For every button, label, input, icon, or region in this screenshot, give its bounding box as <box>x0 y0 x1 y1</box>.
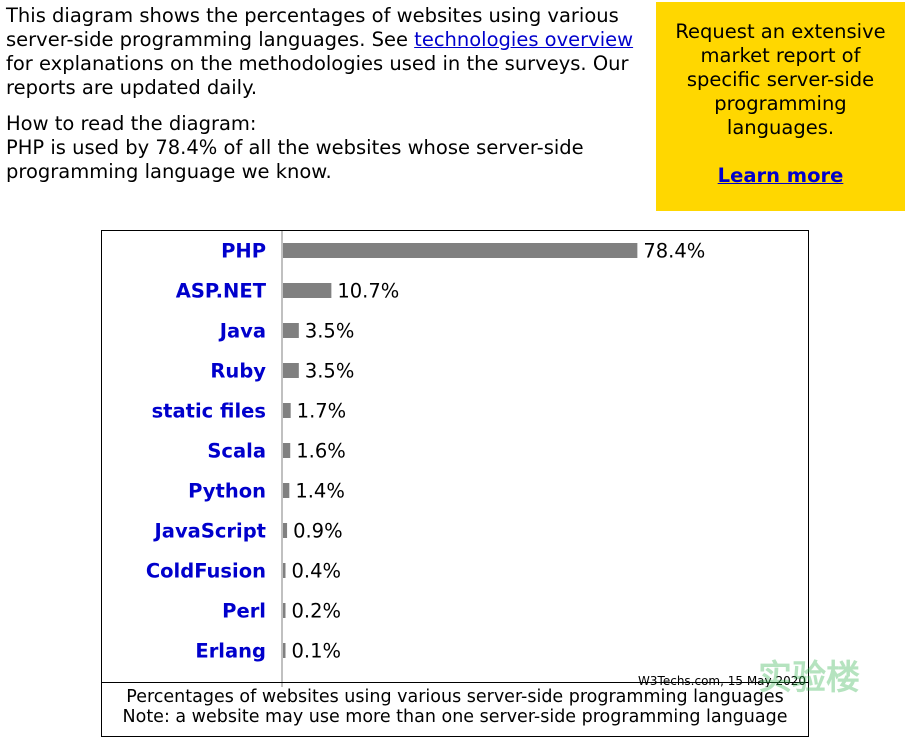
market-report-promo: Request an extensive market report of sp… <box>656 2 905 211</box>
technologies-overview-link[interactable]: technologies overview <box>414 28 634 51</box>
how-to-read-heading: How to read the diagram: <box>6 112 257 135</box>
bar <box>283 243 638 258</box>
bar <box>283 283 332 298</box>
how-to-read-paragraph: How to read the diagram: PHP is used by 7… <box>6 112 646 184</box>
category-label[interactable]: Java <box>218 320 266 343</box>
intro-text-part2: for explanations on the methodologies us… <box>6 52 629 99</box>
category-label[interactable]: PHP <box>221 240 266 263</box>
bar-chart-svg: PHP 78.4% ASP.NET 10.7% Java 3.5% Ruby 3.5% stat… <box>146 231 806 687</box>
bar <box>283 323 299 338</box>
category-label[interactable]: Scala <box>207 440 266 463</box>
value-label: 0.1% <box>292 640 342 663</box>
category-label[interactable]: Erlang <box>195 640 266 663</box>
category-label[interactable]: Perl <box>222 600 266 623</box>
bar <box>283 643 286 658</box>
intro-text-part1: This diagram shows the percentages of we… <box>6 4 619 51</box>
category-label[interactable]: Ruby <box>210 360 266 383</box>
bar <box>283 483 290 498</box>
value-label: 78.4% <box>643 240 705 263</box>
value-label: 10.7% <box>337 280 399 303</box>
category-label[interactable]: static files <box>152 400 266 423</box>
bar <box>283 403 291 418</box>
value-label: 1.7% <box>297 400 347 423</box>
value-label: 0.9% <box>293 520 343 543</box>
intro-paragraph: This diagram shows the percentages of we… <box>6 4 646 100</box>
chart-credit: W3Techs.com, 15 May 2020 <box>638 674 806 687</box>
value-label: 1.4% <box>295 480 345 503</box>
languages-bar-chart: PHP 78.4% ASP.NET 10.7% Java 3.5% Ruby 3.5% stat… <box>101 230 809 737</box>
bar <box>283 523 288 538</box>
bar <box>283 563 286 578</box>
category-label[interactable]: Python <box>188 480 266 503</box>
category-label[interactable]: ASP.NET <box>176 280 267 303</box>
value-label: 3.5% <box>305 320 355 343</box>
bar <box>283 443 291 458</box>
bar <box>283 363 299 378</box>
chart-caption: Percentages of websites using various se… <box>126 687 784 707</box>
intro-text: This diagram shows the percentages of we… <box>6 4 646 196</box>
value-label: 0.4% <box>292 560 342 583</box>
value-label: 0.2% <box>292 600 342 623</box>
bar <box>283 603 286 618</box>
promo-text: Request an extensive market report of sp… <box>675 20 886 139</box>
chart-footer: Percentages of websites using various se… <box>102 682 808 736</box>
category-label[interactable]: ColdFusion <box>146 560 266 583</box>
how-to-read-example: PHP is used by 78.4% of all the websites… <box>6 136 584 183</box>
category-label[interactable]: JavaScript <box>153 520 266 543</box>
chart-note: Note: a website may use more than one se… <box>122 707 788 727</box>
value-label: 1.6% <box>296 440 346 463</box>
watermark-logo: 实验楼 <box>758 658 860 698</box>
value-label: 3.5% <box>305 360 355 383</box>
learn-more-link[interactable]: Learn more <box>717 164 844 187</box>
